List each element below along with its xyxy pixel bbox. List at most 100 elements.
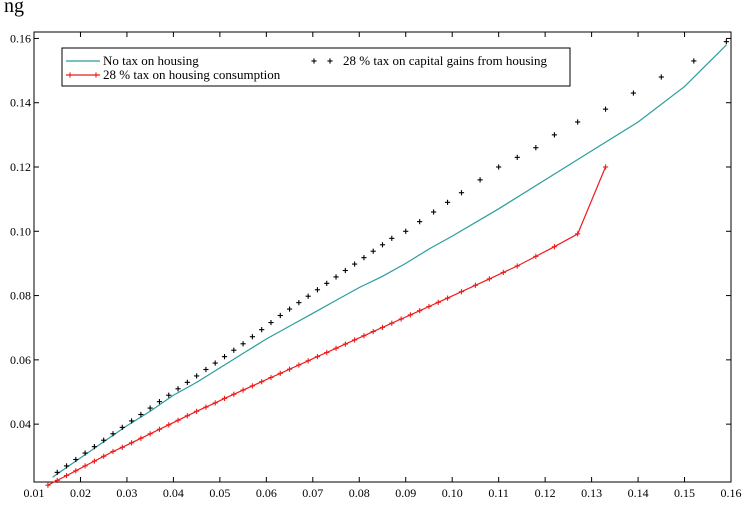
data-point — [514, 154, 520, 160]
legend-label-housing-consumption: 28 % tax on housing consumption — [103, 67, 281, 82]
legend-marker — [93, 72, 99, 78]
y-tick-label: 0.10 — [10, 224, 31, 238]
data-point — [379, 324, 386, 330]
data-point — [138, 411, 144, 418]
data-point — [212, 360, 218, 366]
y-tick-label: 0.14 — [10, 96, 31, 110]
data-point — [435, 299, 441, 305]
data-point — [147, 431, 153, 437]
x-tick-label: 0.15 — [674, 486, 695, 500]
data-point — [514, 263, 520, 269]
data-point — [194, 373, 200, 379]
x-tick-label: 0.07 — [302, 486, 323, 500]
data-point — [324, 280, 330, 286]
legend-label-capital-gains: 28 % tax on capital gains from housing — [343, 53, 547, 68]
data-point — [147, 405, 153, 411]
data-point — [417, 308, 423, 314]
data-point — [630, 90, 637, 96]
data-point — [472, 282, 479, 288]
y-tick-label: 0.16 — [10, 31, 31, 45]
data-point — [286, 366, 293, 372]
x-tick-label: 0.10 — [442, 486, 463, 500]
data-point — [231, 347, 237, 353]
legend-swatch-housing-consumption — [66, 72, 100, 78]
data-point — [119, 424, 125, 430]
x-tick-label: 0.16 — [721, 486, 742, 500]
data-point — [175, 386, 181, 392]
series-line — [52, 44, 727, 478]
x-tick-label: 0.05 — [209, 486, 230, 500]
data-point — [431, 209, 437, 215]
data-point — [231, 391, 237, 397]
legend-marker — [327, 58, 333, 64]
data-point — [110, 431, 116, 437]
data-point — [138, 435, 144, 441]
data-point — [496, 164, 502, 170]
data-point — [128, 418, 135, 424]
x-tick-label: 0.04 — [163, 486, 184, 500]
data-point — [352, 261, 358, 267]
data-point — [249, 383, 255, 389]
y-tick-label: 0.04 — [10, 417, 31, 431]
data-point — [444, 199, 451, 205]
data-point — [259, 379, 265, 385]
x-tick-label: 0.03 — [116, 486, 137, 500]
series-layer — [45, 39, 729, 488]
data-point — [691, 58, 697, 64]
data-point — [426, 303, 432, 310]
data-point — [407, 312, 413, 318]
data-point — [240, 341, 246, 347]
data-point — [175, 417, 181, 423]
legend-label-no-tax: No tax on housing — [103, 53, 199, 68]
data-point — [533, 145, 539, 151]
data-point — [551, 244, 558, 250]
data-point — [54, 469, 60, 475]
data-point — [91, 458, 98, 464]
data-point — [361, 255, 367, 261]
data-point — [575, 119, 581, 125]
series-2 — [45, 164, 609, 488]
data-point — [221, 395, 228, 402]
data-point — [45, 482, 51, 488]
data-point — [184, 413, 190, 419]
data-point — [203, 404, 209, 410]
data-point — [398, 316, 404, 322]
data-point — [277, 312, 283, 319]
data-point — [370, 328, 376, 335]
data-point — [658, 74, 664, 80]
data-point — [156, 399, 163, 405]
legend-swatch-capital-gains — [311, 58, 333, 64]
x-tick-label: 0.12 — [535, 486, 556, 500]
x-tick-label: 0.01 — [24, 486, 45, 500]
data-point — [389, 320, 395, 326]
data-point — [268, 319, 274, 326]
data-point — [352, 337, 358, 343]
data-point — [156, 426, 163, 432]
y-tick-label: 0.08 — [10, 289, 31, 303]
data-point — [128, 440, 135, 446]
plot-frame — [33, 31, 732, 483]
data-point — [296, 300, 302, 306]
data-point — [296, 362, 302, 368]
x-tick-label: 0.06 — [256, 486, 277, 500]
data-point — [259, 327, 265, 333]
data-point — [324, 349, 330, 356]
x-tick-label: 0.08 — [349, 486, 370, 500]
data-point — [203, 366, 209, 373]
legend-marker — [311, 58, 317, 64]
data-point — [63, 463, 70, 469]
data-point — [602, 164, 609, 170]
data-point — [575, 231, 581, 237]
x-tick-label: 0.13 — [581, 486, 602, 500]
data-point — [551, 132, 558, 138]
data-point — [723, 39, 729, 45]
data-point — [305, 293, 311, 299]
data-point — [286, 306, 293, 312]
y-axis: 0.04 0.06 0.08 0.10 0.12 0.14 0.16 — [10, 31, 731, 431]
data-point — [361, 333, 367, 339]
data-point — [101, 453, 107, 459]
data-point — [333, 345, 339, 351]
x-tick-label: 0.09 — [395, 486, 416, 500]
data-point — [314, 287, 321, 293]
